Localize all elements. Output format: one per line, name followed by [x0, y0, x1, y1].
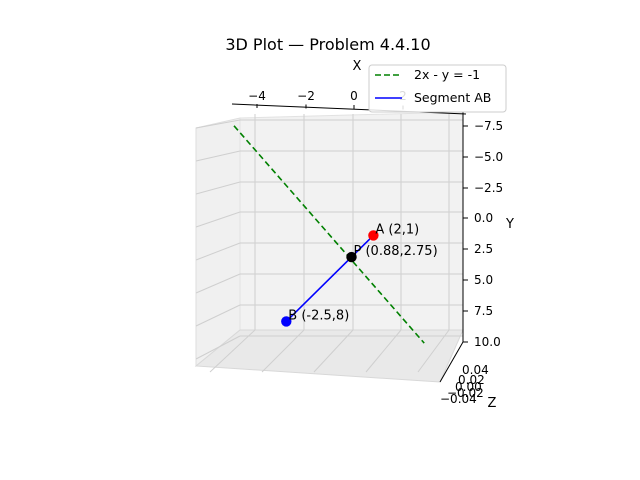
y-tick-label: 7.5 [474, 304, 493, 318]
grid-line-y-wall [195, 150, 241, 162]
back-pane [239, 111, 464, 331]
segment-series [285, 234, 374, 322]
z-axis-line [439, 341, 464, 383]
data-points: A (2,1) P (0.88,2.75) B (-2.5,8) [281, 222, 438, 327]
grid-line-y-wall [195, 304, 241, 327]
z-axis-label: Z [488, 396, 497, 411]
z-tick-label: 0.00 [455, 380, 482, 394]
grid-line-y-wall [195, 273, 241, 294]
grid-lines [195, 114, 463, 373]
legend-label-segment: Segment AB [414, 90, 491, 105]
y-axis-label: Y [505, 217, 514, 232]
z-tick-label: −0.04 [440, 392, 477, 406]
point-label: A (2,1) [375, 222, 419, 237]
y-tick-label: −2.5 [474, 181, 503, 195]
chart-title: 3D Plot — Problem 4.4.10 [225, 35, 430, 54]
point-label: B (-2.5,8) [288, 308, 349, 323]
point-marker [368, 230, 379, 241]
y-tick-label: 5.0 [474, 273, 493, 287]
grid-line-x-floor [365, 329, 402, 373]
z-tick-label: −0.02 [447, 386, 484, 400]
grid-line-x-floor [313, 329, 354, 373]
point-label: P (0.88,2.75) [354, 244, 438, 259]
z-tick-label: 0.02 [458, 373, 485, 387]
legend: 2x - y = -1 Segment AB [368, 64, 507, 113]
x-tick-label: −2 [297, 89, 315, 103]
tick-labels: −4−202−7.5−5.0−2.50.02.55.07.510.00.040.… [248, 89, 503, 406]
x-tick-label: 0 [350, 89, 358, 103]
y-tick-label: −5.0 [474, 150, 503, 164]
grid-line-y-wall [195, 335, 241, 360]
y-tick-label: −7.5 [474, 119, 503, 133]
x-tick-label: −4 [248, 89, 266, 103]
line-series [233, 125, 425, 344]
y-tick-label: 0.0 [474, 211, 493, 225]
point-marker [346, 251, 357, 263]
grid-line-y-wall [195, 211, 241, 228]
grid-line-y-wall [195, 181, 241, 195]
point-marker [281, 316, 292, 327]
legend-label-line: 2x - y = -1 [414, 67, 480, 82]
left-pane [195, 117, 241, 368]
x-axis-label: X [353, 59, 362, 74]
grid-line-y-wall [195, 242, 241, 261]
grid-line-y-wall [195, 119, 241, 129]
series-lines [233, 125, 425, 344]
y-tick-label: 10.0 [474, 335, 501, 349]
grid-line-x-floor [209, 329, 256, 373]
z-tick-label: 0.04 [462, 363, 489, 377]
legend-frame [368, 64, 507, 113]
grid-line-x-floor [417, 329, 450, 373]
grid-line-x-floor [261, 329, 305, 373]
y-tick-label: 2.5 [474, 242, 493, 256]
